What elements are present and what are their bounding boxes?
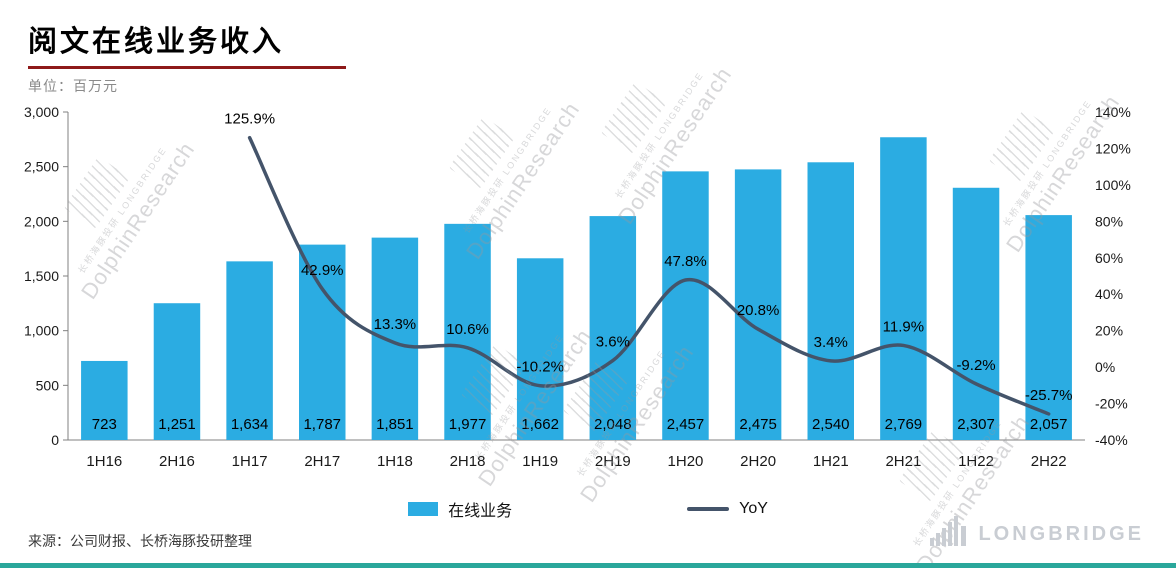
bar-2H16 <box>153 303 201 440</box>
yoy-value-label: 42.9% <box>301 262 344 279</box>
longbridge-bars-icon <box>930 516 967 546</box>
longbridge-logo: LONGBRIDGE <box>928 512 1144 546</box>
x-axis-category-label: 2H21 <box>885 453 921 470</box>
x-axis-category-label: 2H17 <box>304 453 340 470</box>
left-axis-tick-label: 1,000 <box>24 323 59 339</box>
yoy-value-label: 10.6% <box>446 321 489 338</box>
right-axis-tick-label: 20% <box>1095 323 1123 339</box>
yoy-line <box>247 135 1051 416</box>
bar-1H22 <box>952 187 1000 440</box>
bar-value-label: 2,057 <box>1030 416 1068 433</box>
left-axis-tick-label: 2,500 <box>24 159 59 175</box>
bar-value-label: 1,977 <box>449 416 487 433</box>
revenue-yoy-combo-chart: 0 500 1,000 1,500 2,000 2,500 3,000 -40% -20% 0% 2… <box>24 104 1131 470</box>
left-axis-tick-label: 0 <box>51 432 59 448</box>
yoy-value-label: 3.4% <box>814 334 848 351</box>
yoy-value-label: -25.7% <box>1025 387 1073 404</box>
x-axis-category-label: 2H22 <box>1031 453 1067 470</box>
bar-value-label: 1,787 <box>303 416 341 433</box>
bar-value-label: 1,662 <box>521 416 559 433</box>
bar-1H17 <box>226 261 273 440</box>
x-axis-category-label: 1H21 <box>813 453 849 470</box>
right-axis-tick-label: 100% <box>1095 177 1131 193</box>
legend-label-yoy: YoY <box>739 500 768 517</box>
title-underline-decoration <box>28 66 346 69</box>
bar-2H17 <box>299 244 346 440</box>
yoy-value-label: -9.2% <box>956 357 995 374</box>
yoy-value-label: 47.8% <box>664 253 707 270</box>
bar-value-label: 2,307 <box>957 416 995 433</box>
line-series-swatch-icon <box>687 507 730 511</box>
right-axis-tick-label: -20% <box>1095 396 1128 412</box>
bar-value-label: 2,457 <box>667 416 705 433</box>
bar-2H19 <box>589 216 637 440</box>
source-note: 来源：公司财报、长桥海豚投研整理 <box>28 533 252 549</box>
x-axis-category-label: 2H20 <box>740 453 776 470</box>
unit-label: 单位：百万元 <box>28 78 118 94</box>
x-axis-category-label: 1H22 <box>958 453 994 470</box>
bar-value-label: 2,475 <box>739 416 777 433</box>
right-axis-tick-label: 80% <box>1095 213 1123 229</box>
x-axis-category-label: 1H17 <box>232 453 268 470</box>
bar-1H20 <box>662 171 709 441</box>
bar-value-label: 723 <box>92 416 117 433</box>
right-axis-tick-label: -40% <box>1095 432 1128 448</box>
left-axis-tick-label: 3,000 <box>24 104 59 120</box>
x-axis-category-label: 1H16 <box>86 453 122 470</box>
chart-header: 阅文在线业务收入 单位：百万元 <box>28 18 346 96</box>
bar-value-label: 2,769 <box>885 416 923 433</box>
x-axis-category-label: 1H19 <box>522 453 558 470</box>
bar-2H22 <box>1025 215 1072 440</box>
bar-1H16 <box>81 360 128 440</box>
left-axis-tick-label: 500 <box>36 377 60 393</box>
x-axis-category-label: 2H18 <box>450 453 486 470</box>
chart-legend: 在线业务 YoY <box>0 497 1176 521</box>
legend-label-online-business: 在线业务 <box>448 503 513 520</box>
bar-2H20 <box>734 169 782 440</box>
bar-2H21 <box>880 137 927 441</box>
yoy-value-label: 3.6% <box>596 334 630 351</box>
legend-item-online-business: 在线业务 <box>408 497 512 521</box>
right-axis-tick-label: 60% <box>1095 250 1123 266</box>
bar-value-label: 2,048 <box>594 416 632 433</box>
right-axis-tick-label: 120% <box>1095 140 1131 156</box>
yoy-value-label: 13.3% <box>374 316 417 333</box>
right-axis-tick-label: 40% <box>1095 286 1123 302</box>
bar-1H21 <box>807 162 854 440</box>
bar-2H18 <box>444 223 491 440</box>
footer-accent-bar <box>0 563 1176 568</box>
bar-1H19 <box>516 258 564 440</box>
legend-item-yoy: YoY <box>687 497 768 521</box>
bar-value-label: 2,540 <box>812 416 850 433</box>
yoy-value-label: 125.9% <box>224 111 275 128</box>
right-axis-tick-label: 0% <box>1095 359 1115 375</box>
x-axis-category-label: 2H16 <box>159 453 195 470</box>
left-axis-tick-label: 1,500 <box>24 268 59 284</box>
bar-value-label: 1,851 <box>376 416 414 433</box>
left-axis-tick-label: 2,000 <box>24 213 59 229</box>
bar-1H18 <box>371 237 419 440</box>
yoy-value-label: 11.9% <box>883 318 924 335</box>
page-title: 阅文在线业务收入 <box>28 26 285 58</box>
bar-series-swatch-icon <box>408 502 439 516</box>
x-axis-category-label: 2H19 <box>595 453 631 470</box>
x-axis-category-label: 1H18 <box>377 453 413 470</box>
right-axis-tick-label: 140% <box>1095 104 1131 120</box>
yoy-value-label: -10.2% <box>516 359 564 376</box>
bar-value-label: 1,634 <box>231 416 269 433</box>
bar-value-label: 1,251 <box>158 416 196 433</box>
longbridge-logo-text: LONGBRIDGE <box>978 523 1144 545</box>
yoy-value-label: 20.8% <box>737 302 780 319</box>
x-axis-category-label: 1H20 <box>668 453 704 470</box>
